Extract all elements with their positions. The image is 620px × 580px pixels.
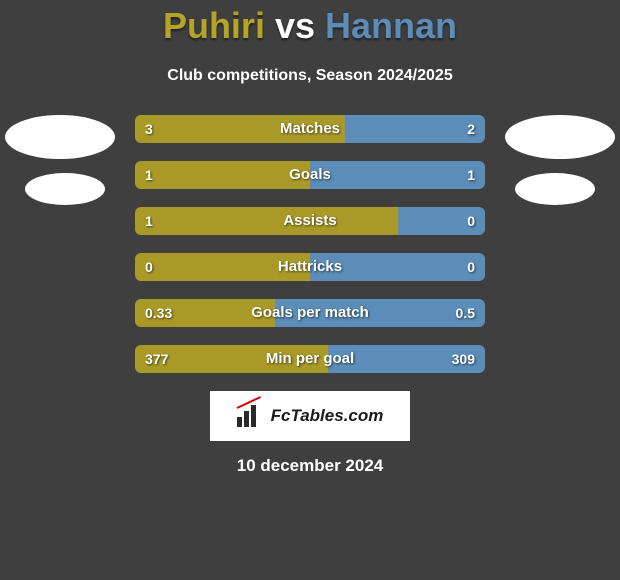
stat-value-right: 309 <box>452 345 475 373</box>
player1-avatar <box>5 115 115 159</box>
stat-value-right: 0.5 <box>456 299 475 327</box>
player2-avatar <box>505 115 615 159</box>
player2-crest <box>515 173 595 205</box>
title-player2: Hannan <box>325 5 457 46</box>
logo-text: FcTables.com <box>271 406 384 426</box>
title-player1: Puhiri <box>163 5 265 46</box>
stat-label: Matches <box>135 115 485 143</box>
stat-bar: Assists1 0 <box>135 207 485 235</box>
stat-value-left: 1 <box>145 161 153 189</box>
brand-logo[interactable]: FcTables.com <box>210 391 410 441</box>
stats-container: Matches32Goals11Assists10Hattricks00Goal… <box>135 115 485 373</box>
title-vs: vs <box>275 5 315 46</box>
player1-crest <box>25 173 105 205</box>
stat-bar: Matches3 2 <box>135 115 485 143</box>
stat-value-left: 3 <box>145 115 153 143</box>
stat-value-right: 1 <box>467 161 475 189</box>
stat-value-left: 0.33 <box>145 299 172 327</box>
stat-bar: Min per goal377 309 <box>135 345 485 373</box>
stat-value-right: 0 <box>467 253 475 281</box>
subtitle: Club competitions, Season 2024/2025 <box>0 67 620 85</box>
page-title: Puhiri vs Hannan <box>0 5 620 47</box>
stat-bar: Goals1 1 <box>135 161 485 189</box>
stat-label: Goals per match <box>135 299 485 327</box>
stat-value-left: 0 <box>145 253 153 281</box>
stats-list: Matches32Goals11Assists10Hattricks00Goal… <box>135 115 485 373</box>
stat-label: Goals <box>135 161 485 189</box>
snapshot-date: 10 december 2024 <box>0 456 620 476</box>
comparison-container: Puhiri vs Hannan Club competitions, Seas… <box>0 0 620 580</box>
logo-chart-icon <box>237 405 265 427</box>
stat-value-right: 2 <box>467 115 475 143</box>
stat-label: Assists <box>135 207 485 235</box>
logo-content: FcTables.com <box>237 405 384 427</box>
stat-bar: Hattricks0 0 <box>135 253 485 281</box>
stat-value-left: 1 <box>145 207 153 235</box>
stat-value-right: 0 <box>467 207 475 235</box>
stat-value-left: 377 <box>145 345 168 373</box>
stat-label: Hattricks <box>135 253 485 281</box>
stat-bar: Goals per match0.33 0.5 <box>135 299 485 327</box>
stat-label: Min per goal <box>135 345 485 373</box>
